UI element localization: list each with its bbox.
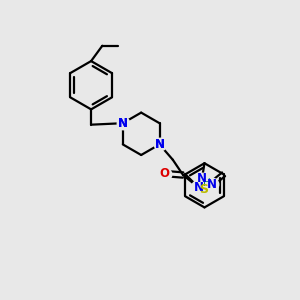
Text: N: N bbox=[154, 138, 164, 151]
Text: S: S bbox=[199, 183, 208, 196]
Text: N: N bbox=[118, 117, 128, 130]
Text: N: N bbox=[194, 181, 203, 194]
Text: N: N bbox=[154, 138, 164, 151]
Text: N: N bbox=[197, 172, 207, 185]
Text: O: O bbox=[160, 167, 170, 180]
Text: N: N bbox=[207, 178, 217, 190]
Text: N: N bbox=[118, 117, 128, 130]
Text: H: H bbox=[203, 178, 211, 188]
